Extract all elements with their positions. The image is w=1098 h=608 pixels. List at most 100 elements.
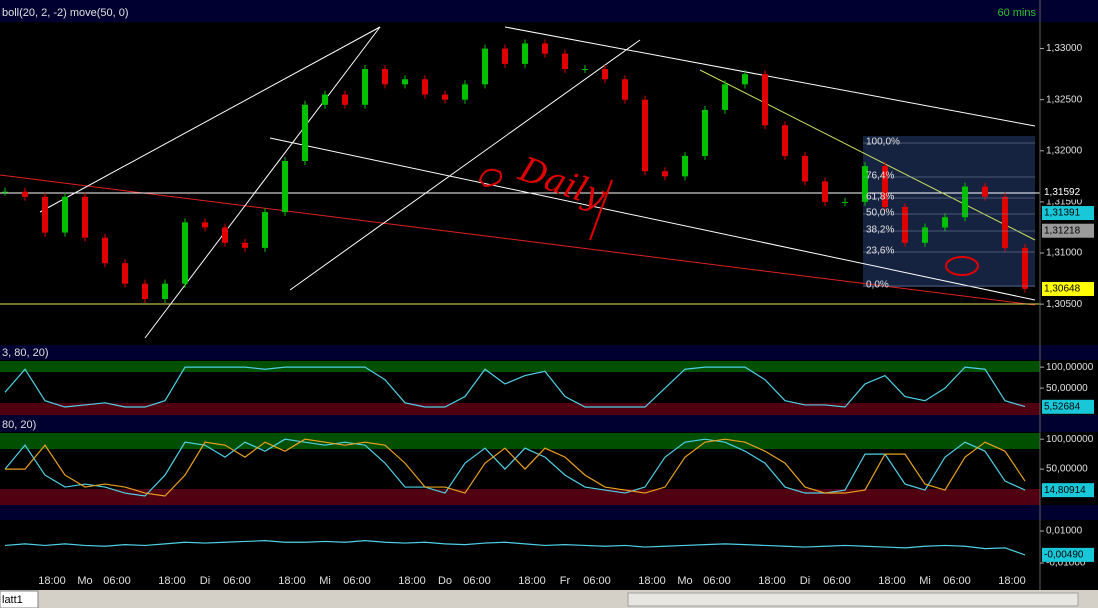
x-tick-label: 06:00 bbox=[463, 575, 491, 587]
oscillator-line bbox=[4, 366, 1026, 408]
price-marker-label: 1,30648 bbox=[1044, 284, 1081, 295]
timeframe: 60 mins bbox=[997, 7, 1036, 19]
y-tick-label: 100,00000 bbox=[1046, 434, 1094, 445]
fib-label: 50,0% bbox=[866, 208, 894, 219]
price-marker bbox=[1042, 185, 1094, 200]
candle bbox=[322, 94, 328, 105]
price-marker bbox=[1042, 206, 1094, 221]
fib-label: 0,0% bbox=[866, 280, 889, 291]
trendline bbox=[289, 39, 641, 291]
y-tick-label: 1,31500 bbox=[1046, 197, 1083, 208]
candle bbox=[722, 84, 728, 110]
price-marker-label: 14,80914 bbox=[1044, 485, 1086, 496]
candle bbox=[662, 171, 668, 177]
candle bbox=[1022, 247, 1028, 289]
candle bbox=[222, 227, 228, 243]
candle bbox=[42, 196, 48, 233]
sheet-tab-label[interactable]: latt1 bbox=[2, 594, 23, 606]
candle bbox=[502, 48, 508, 64]
price-marker bbox=[1042, 399, 1094, 414]
price-marker-label: 1,31218 bbox=[1044, 225, 1081, 236]
candle bbox=[362, 69, 368, 105]
candle bbox=[442, 94, 448, 100]
candle bbox=[342, 94, 348, 105]
trendline bbox=[504, 26, 1036, 127]
candle bbox=[902, 207, 908, 243]
x-tick-label: 06:00 bbox=[583, 575, 611, 587]
candle bbox=[562, 53, 568, 70]
candle bbox=[542, 43, 548, 54]
y-tick-label: 100,00000 bbox=[1046, 362, 1094, 373]
fib-label: 23,6% bbox=[866, 246, 894, 257]
candle bbox=[742, 74, 748, 85]
candle bbox=[982, 186, 988, 197]
trendline bbox=[39, 26, 381, 213]
candle bbox=[462, 84, 468, 100]
y-tick-label: 0,01000 bbox=[1046, 526, 1083, 537]
candle bbox=[1002, 196, 1008, 248]
y-tick-label: 1,32500 bbox=[1046, 94, 1083, 105]
candle bbox=[422, 79, 428, 95]
candle bbox=[582, 69, 588, 71]
candle bbox=[602, 69, 608, 80]
candle bbox=[22, 191, 28, 197]
candle bbox=[122, 263, 128, 284]
fib-label: 61,8% bbox=[866, 192, 894, 203]
x-tick-label: 18:00 bbox=[38, 575, 66, 587]
y-tick-label: 50,00000 bbox=[1046, 464, 1088, 475]
candle bbox=[202, 222, 208, 228]
x-tick-label: 18:00 bbox=[398, 575, 426, 587]
fib-label: 76,4% bbox=[866, 171, 894, 182]
candle bbox=[142, 283, 148, 300]
price-marker-label: 1,31592 bbox=[1044, 187, 1081, 198]
x-tick-label: Mo bbox=[77, 575, 92, 587]
trendline bbox=[0, 174, 1036, 306]
candle bbox=[842, 201, 848, 203]
oscillator-line bbox=[4, 540, 1026, 556]
y-tick-label: -0,01000 bbox=[1046, 558, 1086, 569]
candle bbox=[642, 99, 648, 172]
x-tick-label: 18:00 bbox=[158, 575, 186, 587]
x-tick-label: Mo bbox=[677, 575, 692, 587]
candle bbox=[402, 79, 408, 85]
x-tick-label: 18:00 bbox=[878, 575, 906, 587]
candle bbox=[682, 155, 688, 177]
candle bbox=[162, 283, 168, 300]
candle bbox=[62, 196, 68, 233]
x-tick-label: Mi bbox=[919, 575, 931, 587]
panel-header bbox=[0, 345, 1098, 360]
candle bbox=[282, 161, 288, 213]
fib-label: 100,0% bbox=[866, 137, 900, 148]
candle bbox=[382, 69, 388, 85]
x-tick-label: 06:00 bbox=[103, 575, 131, 587]
x-tick-label: 18:00 bbox=[998, 575, 1026, 587]
x-tick-label: 18:00 bbox=[638, 575, 666, 587]
x-tick-label: 06:00 bbox=[223, 575, 251, 587]
y-tick-label: 1,33000 bbox=[1046, 43, 1083, 54]
candle bbox=[822, 181, 828, 202]
candle bbox=[522, 43, 528, 64]
candle bbox=[942, 217, 948, 228]
overbought-zone bbox=[0, 361, 1040, 372]
candle bbox=[882, 166, 888, 208]
candle bbox=[262, 212, 268, 248]
x-tick-label: 06:00 bbox=[343, 575, 371, 587]
sheet-tab[interactable] bbox=[0, 590, 39, 608]
candle bbox=[622, 79, 628, 100]
panel-header bbox=[0, 415, 1098, 432]
price-marker-label: 1,31391 bbox=[1044, 208, 1081, 219]
candle bbox=[2, 191, 8, 193]
oversold-zone bbox=[0, 489, 1040, 505]
handwriting bbox=[478, 168, 613, 241]
candle bbox=[802, 155, 808, 182]
x-tick-label: Di bbox=[200, 575, 210, 587]
price-marker-label: 5,52684 bbox=[1044, 401, 1081, 412]
trendline bbox=[269, 137, 1036, 301]
price-marker bbox=[1042, 281, 1094, 296]
candle bbox=[762, 74, 768, 126]
title-bar bbox=[0, 0, 1098, 22]
trendline bbox=[144, 26, 381, 339]
y-tick-label: 1,31000 bbox=[1046, 248, 1083, 259]
x-tick-label: 06:00 bbox=[823, 575, 851, 587]
scroll-thumb[interactable] bbox=[627, 592, 1079, 607]
